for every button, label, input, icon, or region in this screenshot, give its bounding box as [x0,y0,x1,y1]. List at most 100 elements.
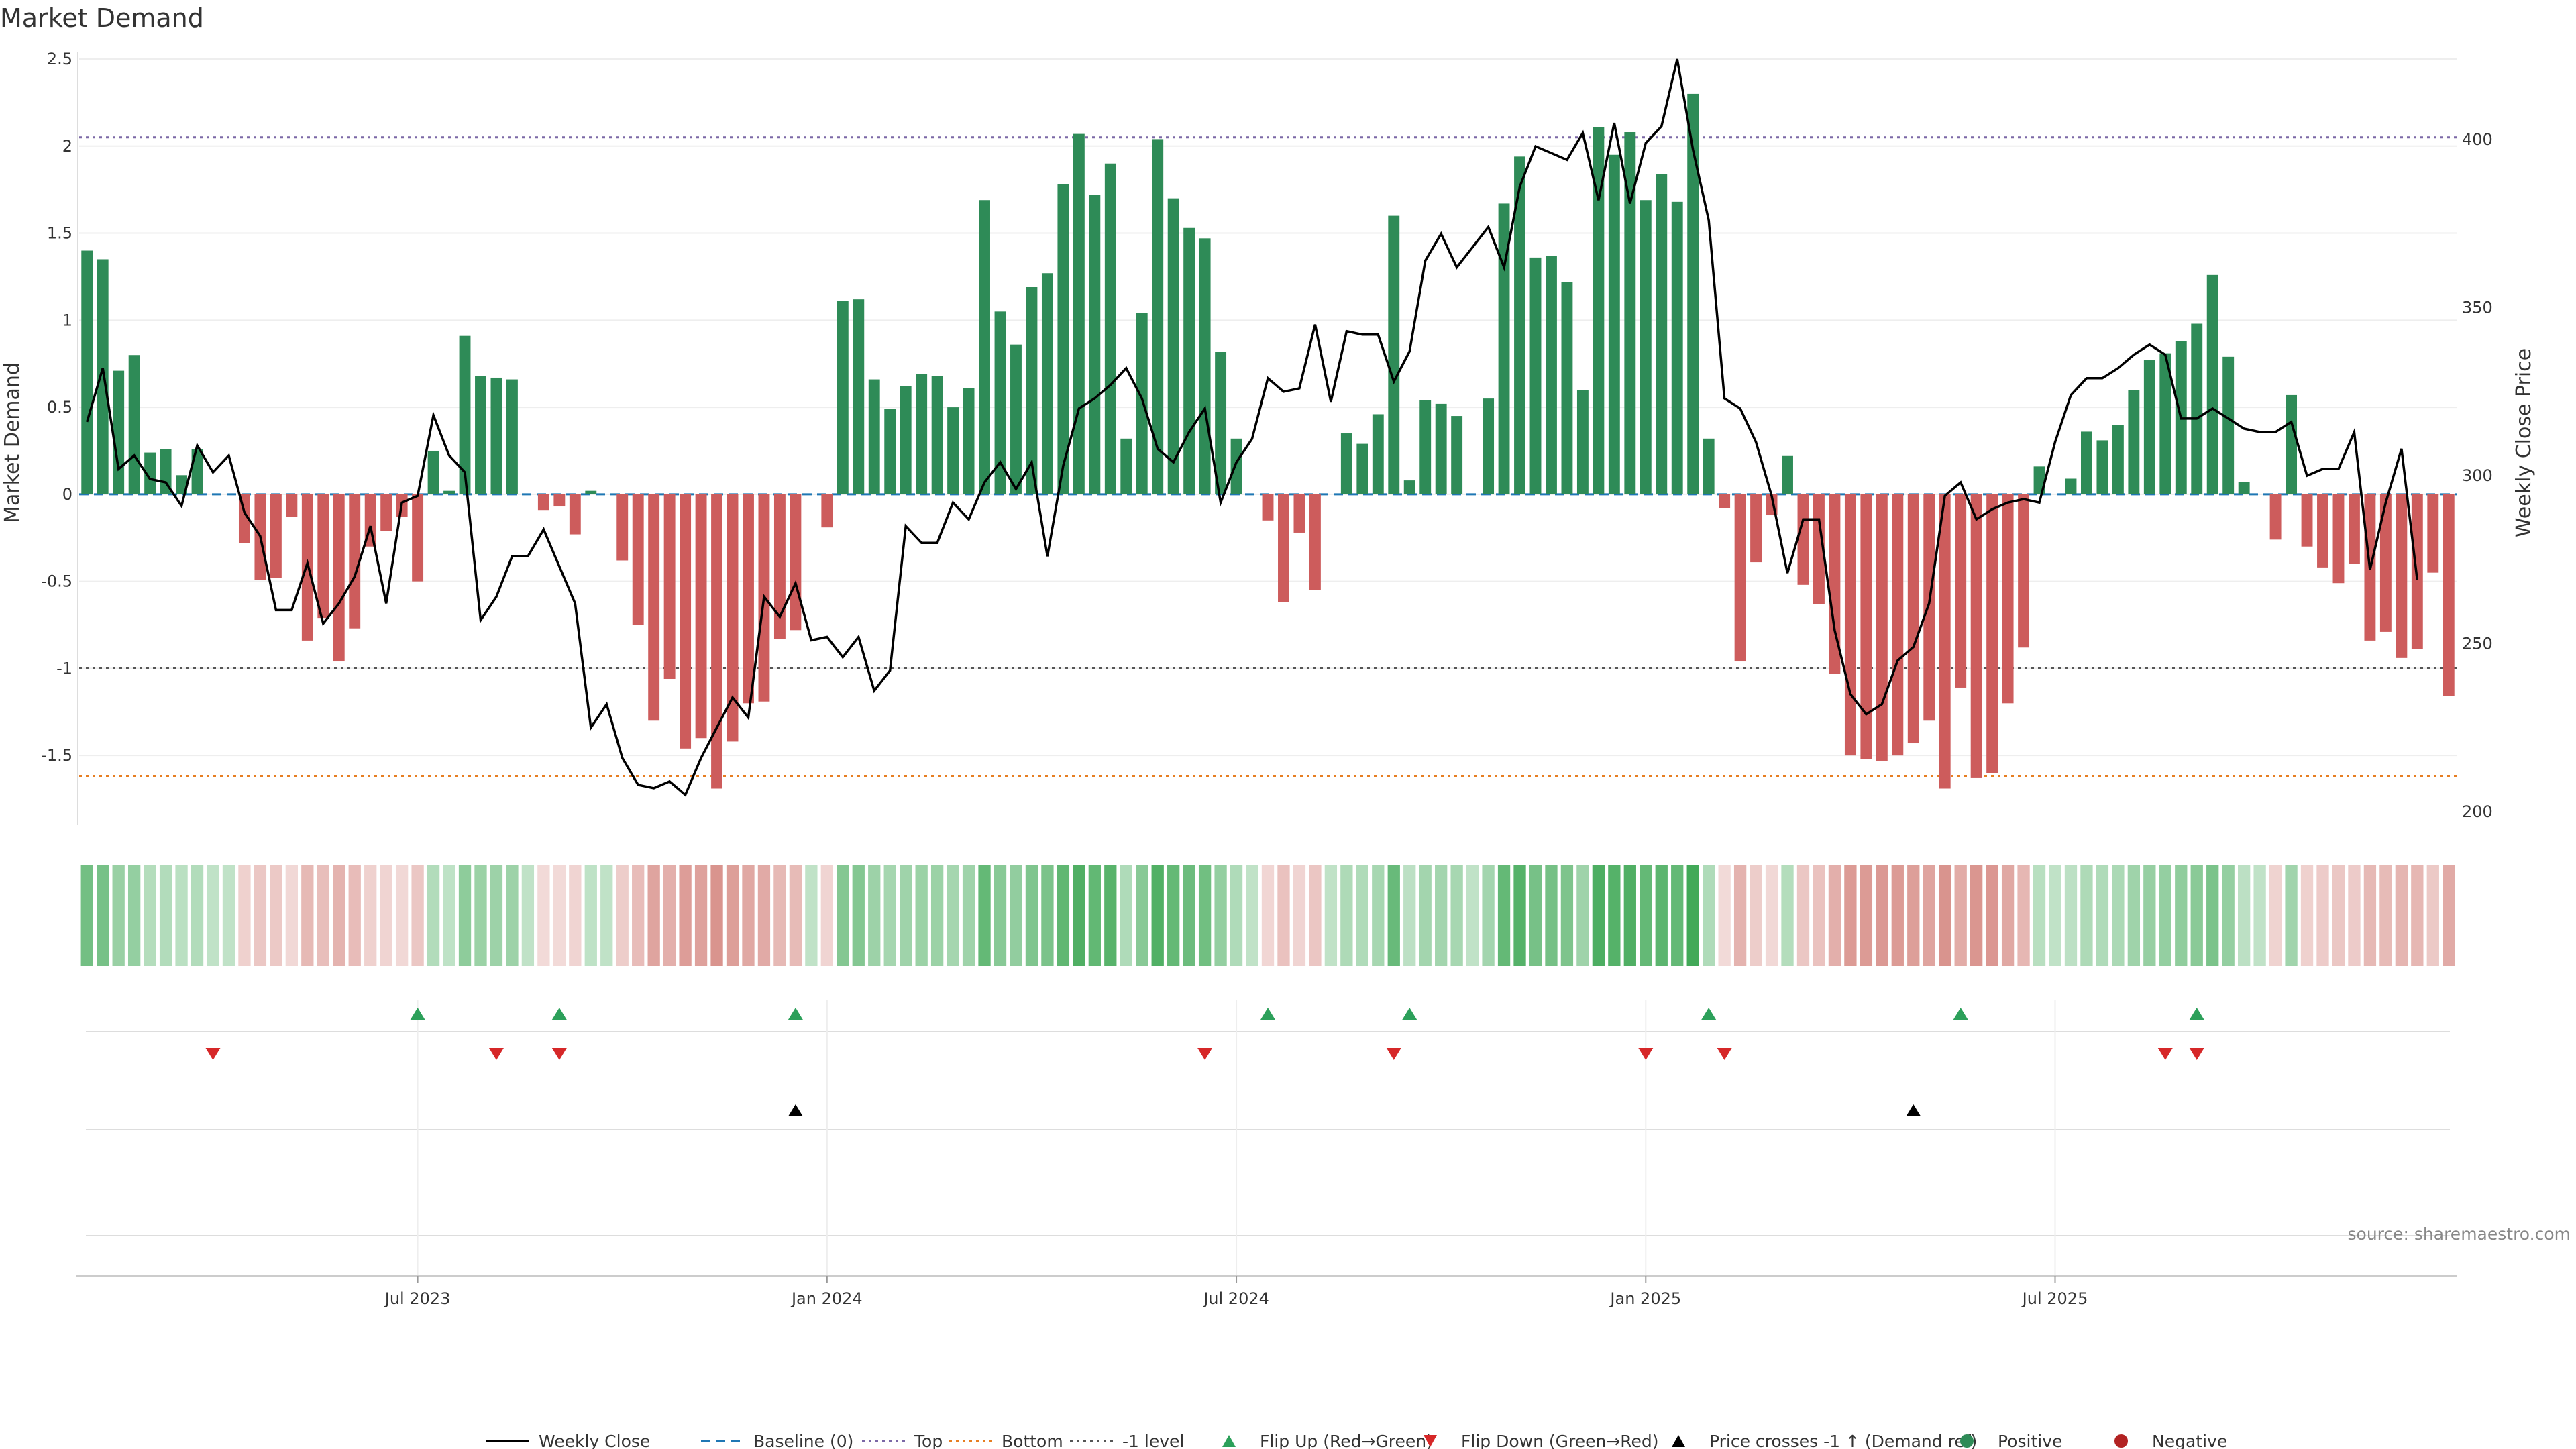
strip-cell [710,865,723,966]
positive-bar [160,449,172,494]
strip-cell [2237,865,2251,966]
signal-markers [205,1008,2204,1116]
strip-cell [1560,865,1574,966]
strip-cell [1183,865,1195,966]
negative-bar [695,494,707,739]
strip-cell [1120,865,1132,966]
negative-bar [2301,494,2313,547]
positive-bar [443,490,455,494]
positive-bar [2222,356,2235,494]
positive-bar [1782,455,1793,494]
strip-cell [1293,865,1306,966]
strip-cell [1230,865,1243,966]
strip-cell [1073,865,1085,966]
strip-cell [317,865,329,966]
strip-cell [364,865,377,966]
y2-tick-label: 400 [2462,130,2493,149]
legend-item: Flip Up (Red→Green) [1222,1432,1433,1449]
negative-bar [1907,494,1919,744]
flip-down-marker [2189,1048,2204,1060]
legend-triangle-down [1424,1435,1437,1447]
positive-bar [1199,238,1211,494]
positive-bar [994,311,1006,494]
negative-bar [1262,494,1274,521]
negative-bar [680,494,692,749]
y2-tick-label: 250 [2462,635,2493,653]
strip-cell [2443,865,2455,966]
positive-bar [427,450,439,494]
strip-cell [915,865,928,966]
positive-bar [459,335,471,494]
positive-bar [1529,257,1542,494]
strip-cell [1136,865,1148,966]
positive-bar [2096,440,2108,494]
strip-cell [2080,865,2093,966]
flip-up-marker [1260,1008,1275,1020]
negative-bar [1860,494,1872,759]
legend-item: Negative [2114,1432,2227,1449]
strip-cell [2411,865,2424,966]
y2-axis-title: Weekly Close Price [2512,348,2536,537]
y-tick-label: 1 [62,311,72,329]
positive-bar [884,409,896,494]
strip-cell [805,865,818,966]
legend-item: Top [862,1432,943,1449]
negative-bar [1797,494,1809,585]
strip-cell [1151,865,1164,966]
strip-cell [1671,865,1684,966]
negative-bar [317,494,329,619]
y-tick-label: 2.5 [47,50,72,68]
negative-bar [1813,494,1825,604]
x-tick-label: Jul 2024 [1202,1289,1269,1308]
positive-bar [947,407,959,494]
y2-tick-label: 350 [2462,299,2493,317]
strip-cell [852,865,865,966]
negative-bar [727,494,739,742]
positive-bar [900,386,912,494]
positive-bar [1624,132,1636,494]
positive-bar [2065,478,2077,494]
legend-item: Price crosses -1 ↑ (Demand ref) [1672,1432,1977,1449]
positive-bar [1388,215,1400,494]
strip-cell [679,865,692,966]
negative-bar [1970,494,1982,778]
price-cross-marker [788,1104,803,1116]
legend: Weekly Close Baseline (0) Top Bottom -1 leve… [486,1432,2227,1449]
strip-cell [521,865,535,966]
flip-up-marker [2189,1008,2204,1020]
positive-bar [1435,403,1447,494]
strip-cell [1529,865,1542,966]
y-tick-label: -0.5 [41,572,72,591]
strip-cell [2316,865,2329,966]
negative-bar [2396,494,2408,658]
positive-bar [1703,438,1715,494]
strip-cell [1513,865,1526,966]
strip-cell [2253,865,2266,966]
strip-cell [1497,865,1511,966]
strip-cell [2285,865,2298,966]
strip-cell [1214,865,1227,966]
positive-bar [128,355,140,494]
right-axis-ticks: 400 350 300 250 200 [2462,130,2493,821]
legend-item: Weekly Close [486,1432,650,1449]
negative-bar [537,494,549,511]
positive-bar [2286,394,2298,494]
flip-down-marker [1197,1048,1213,1060]
negative-bar [648,494,660,721]
positive-bar [1656,174,1668,494]
price-line-group [86,58,2419,797]
strip-cell [2017,865,2030,966]
flip-down-marker [1717,1048,1732,1060]
x-tick-label: Jul 2025 [2021,1289,2088,1308]
positive-bar [1687,93,1699,494]
positive-bar [1340,433,1352,494]
negative-bar [2018,494,2030,648]
positive-bar [1419,400,1432,494]
legend-circle [2114,1434,2128,1448]
strip-cell [616,865,629,966]
strip-cell [726,865,739,966]
legend-label: Price crosses -1 ↑ (Demand ref) [1709,1432,1977,1449]
strip-cell [97,865,109,966]
legend-label: Top [914,1432,943,1449]
strip-cell [978,865,991,966]
